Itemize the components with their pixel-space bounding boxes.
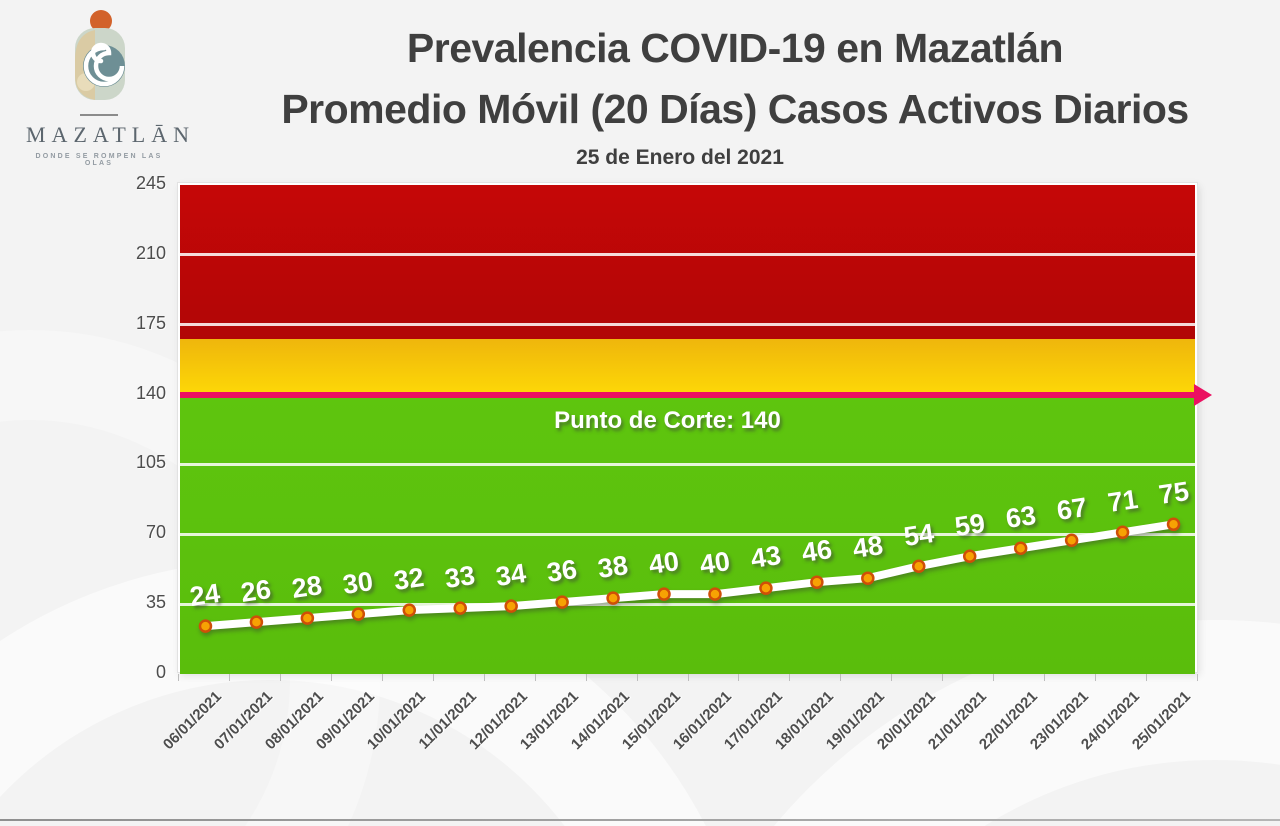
cutoff-arrow-icon bbox=[1194, 383, 1212, 406]
data-point-marker bbox=[861, 571, 875, 585]
data-point-marker bbox=[300, 611, 315, 625]
data-point-marker bbox=[1013, 541, 1028, 556]
x-tick-label: 06/01/2021 bbox=[160, 688, 226, 754]
y-tick-label: 105 bbox=[135, 452, 166, 473]
plot-area: Punto de Corte: 140 24 26 28 30 32 33 34 36 38 40 4… bbox=[178, 183, 1212, 674]
y-tick-label: 140 bbox=[135, 382, 166, 403]
x-axis-tick bbox=[738, 674, 740, 681]
data-point-marker bbox=[912, 559, 926, 573]
series-line-layer bbox=[198, 517, 1181, 633]
x-axis-tick bbox=[789, 674, 791, 681]
data-point-marker bbox=[351, 607, 366, 621]
cutoff-label: Punto de Corte: 140 bbox=[554, 406, 781, 434]
logo-divider bbox=[80, 114, 118, 116]
y-tick-label: 245 bbox=[135, 173, 166, 193]
x-axis-tick bbox=[432, 674, 434, 681]
x-axis-tick bbox=[534, 674, 536, 681]
y-tick-label: 175 bbox=[135, 312, 166, 333]
series-line bbox=[201, 520, 1178, 631]
data-point-marker bbox=[249, 615, 264, 629]
data-point-marker bbox=[1166, 517, 1181, 532]
data-point-marker bbox=[606, 591, 620, 605]
gridline-35 bbox=[180, 602, 1195, 606]
x-axis-tick bbox=[687, 674, 689, 681]
y-tick-label: 0 bbox=[155, 662, 166, 682]
data-point-marker bbox=[402, 603, 417, 617]
chart-subtitle: Promedio Móvil (20 Días) Casos Activos D… bbox=[281, 86, 1189, 132]
data-point-marker bbox=[810, 575, 824, 589]
gridline-175 bbox=[180, 323, 1195, 327]
data-point-marker bbox=[555, 595, 569, 609]
zone-yellow bbox=[180, 338, 1195, 395]
x-axis-tick bbox=[942, 674, 944, 681]
chart-title: Prevalencia COVID-19 en Mazatlán bbox=[406, 25, 1064, 71]
x-axis-tick bbox=[993, 674, 995, 681]
x-axis-tick bbox=[891, 674, 893, 681]
data-point-marker bbox=[1064, 533, 1079, 548]
zone-red bbox=[180, 185, 1195, 339]
x-axis-tick bbox=[840, 674, 842, 681]
data-point-marker bbox=[198, 619, 213, 633]
x-axis-tick bbox=[1044, 674, 1046, 681]
data-point-marker bbox=[962, 549, 977, 563]
mazatlan-logo: MAZATLĀN DONDE SE ROMPEN LAS OLAS bbox=[20, 8, 195, 167]
data-point-marker bbox=[759, 581, 773, 595]
x-axis-tick bbox=[1146, 674, 1148, 681]
data-point-marker bbox=[657, 587, 671, 601]
x-axis-tick bbox=[178, 674, 179, 681]
gridline-105 bbox=[180, 462, 1195, 466]
data-point-marker bbox=[1115, 525, 1130, 540]
cutoff-line bbox=[180, 391, 1195, 398]
x-axis: 06/01/2021 07/01/2021 08/01/2021 09/01/2021… bbox=[160, 672, 1198, 802]
y-tick-label: 210 bbox=[135, 242, 166, 263]
x-axis-tick bbox=[483, 674, 485, 681]
x-axis-tick bbox=[636, 674, 638, 681]
y-tick-label: 70 bbox=[145, 522, 166, 543]
chart-title-block: Prevalencia COVID-19 en Mazatlán Promedi… bbox=[190, 28, 1280, 130]
x-axis-tick bbox=[381, 674, 383, 681]
logo-brand-text: MAZATLĀN bbox=[26, 122, 195, 147]
y-axis: 0 35 70 105 140 175 210 245 bbox=[92, 173, 166, 682]
x-axis-tick bbox=[1197, 674, 1198, 681]
data-point-marker bbox=[708, 587, 722, 601]
shell-wave-sun-icon bbox=[75, 10, 125, 100]
x-axis-tick bbox=[585, 674, 587, 681]
y-tick-label: 35 bbox=[145, 592, 166, 613]
x-axis-tick bbox=[330, 674, 332, 681]
x-axis-tick bbox=[279, 674, 281, 681]
data-point-marker bbox=[453, 601, 467, 615]
gridline-70 bbox=[180, 532, 1195, 536]
slide-footer-rule bbox=[0, 819, 1280, 821]
gridline-210 bbox=[180, 253, 1195, 257]
chart-date: 25 de Enero del 2021 bbox=[576, 146, 784, 169]
data-point-marker bbox=[504, 599, 518, 613]
logo-tagline-text: DONDE SE ROMPEN LAS OLAS bbox=[35, 153, 163, 167]
x-axis-tick bbox=[1095, 674, 1097, 681]
x-axis-tick bbox=[228, 674, 230, 681]
